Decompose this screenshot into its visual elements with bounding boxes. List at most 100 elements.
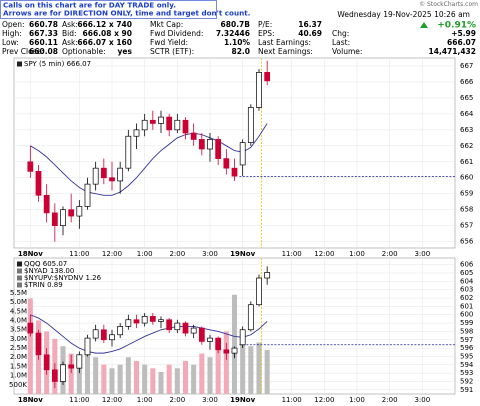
volume-bar [231,294,238,394]
x-tick-label: 11:00 [282,250,302,258]
volume-tick-label: 500K [9,381,27,389]
quote-value: 666.12 x 740 [77,20,132,29]
legend-label: $NYAD 138.00 [24,267,74,275]
candle-body [43,354,50,371]
copyright: © StockCharts.com [419,1,478,8]
y-tick-label: 656 [460,238,474,246]
candle-body [76,206,83,217]
x-tick-label: 3:00 [202,396,218,404]
candle-body [92,329,99,339]
candle-body [190,327,197,334]
volume-bar [117,364,123,394]
candle-body [141,316,148,324]
volume-bar [207,357,213,394]
volume-tick-label: 1.0M [10,372,27,380]
y-tick-label: 597 [460,336,473,344]
quote-label: P/E: [258,20,272,29]
candle-body [174,322,181,331]
candle-body [109,177,115,182]
candle-body [174,119,181,131]
volume-bar [191,364,197,394]
x-tick-label: 12:00 [102,250,122,258]
quote-label: Volume: [332,47,362,56]
quote-label: Fwd Yield: [150,38,188,47]
legend-label: $TRIN 0.89 [24,281,63,289]
up-arrow [420,22,428,28]
candle-body [247,304,254,331]
pct-change: +0.91% [437,21,476,31]
x-tick-label: 3:00 [414,396,430,404]
legend-label: $NYUPV:$NYDNV 1.26 [24,274,102,282]
legend-swatch [17,282,22,288]
y-tick-label: 603 [460,286,473,294]
quote-label: Last Earnings: [258,38,311,47]
x-tick-label: 2:00 [382,250,398,258]
quote-value: 667.33 [29,29,58,38]
x-tick-label: 12:00 [102,396,122,404]
candle-body [231,347,238,354]
quote-value: 660.78 [29,20,58,29]
volume-bar [223,331,229,394]
y-tick-label: 659 [460,190,473,198]
candle-body [223,349,230,354]
candle-body [182,322,189,334]
x-tick-label: 1:00 [137,250,153,258]
x-tick-label: 12:00 [314,396,334,404]
candle-body [84,183,91,207]
x-tick-label: 2:00 [382,396,398,404]
volume-bar [142,364,148,394]
y-tick-label: 596 [460,344,474,352]
volume-tick-label: 4.0M [10,316,27,324]
y-tick-label: 594 [460,361,474,369]
y-tick-label: 593 [460,369,473,377]
x-tick-label: 11:00 [282,396,302,404]
volume-tick-label: 3.0M [10,335,27,343]
candle-body [125,319,132,327]
candle-body [60,209,66,226]
quote-label: Fwd Dividend: [150,29,203,38]
y-tick-label: 667 [460,62,473,70]
volume-bar [174,368,180,394]
candle-body [35,171,42,196]
volume-tick-label: 4.5M [10,307,27,315]
candle-body [133,129,140,137]
candle-body [166,319,173,331]
candle-body [43,194,50,214]
volume-bar [109,368,115,394]
moving-average [30,314,268,354]
y-tick-label: 662 [460,142,473,150]
candle-body [158,116,164,124]
candle-body [27,322,34,334]
candle-body [100,329,107,341]
volume-bar [76,360,82,394]
candle-body [256,277,262,306]
candle-body [207,337,213,342]
x-tick-label: 19Nov [230,396,255,404]
candle-body [125,135,132,169]
x-tick-label: 11:00 [69,250,89,258]
candle-body [27,161,34,172]
volume-bar [101,364,107,394]
y-tick-label: 599 [460,319,473,327]
candle-body [198,139,205,150]
quote-label: Optionable: [62,47,106,56]
candle-body [117,326,124,336]
candle-body [109,334,115,341]
notice-box [0,0,217,19]
candle-body [239,329,246,346]
x-tick-label: 2:00 [169,396,185,404]
candle-body [182,119,189,134]
notice-line: Arrows are for DIRECTION ONLY, time and … [3,9,250,18]
volume-bar [248,346,254,394]
volume-bar [27,298,33,394]
volume-bar [125,357,131,394]
candle-body [264,272,271,279]
x-tick-label: 1:00 [137,396,153,404]
volume-bar [84,349,91,394]
candle-body [84,337,91,356]
quote-value: +5.99 [451,29,476,38]
volume-bar [256,342,262,394]
quote-label: Last: [332,38,350,47]
candle-body [215,337,222,351]
